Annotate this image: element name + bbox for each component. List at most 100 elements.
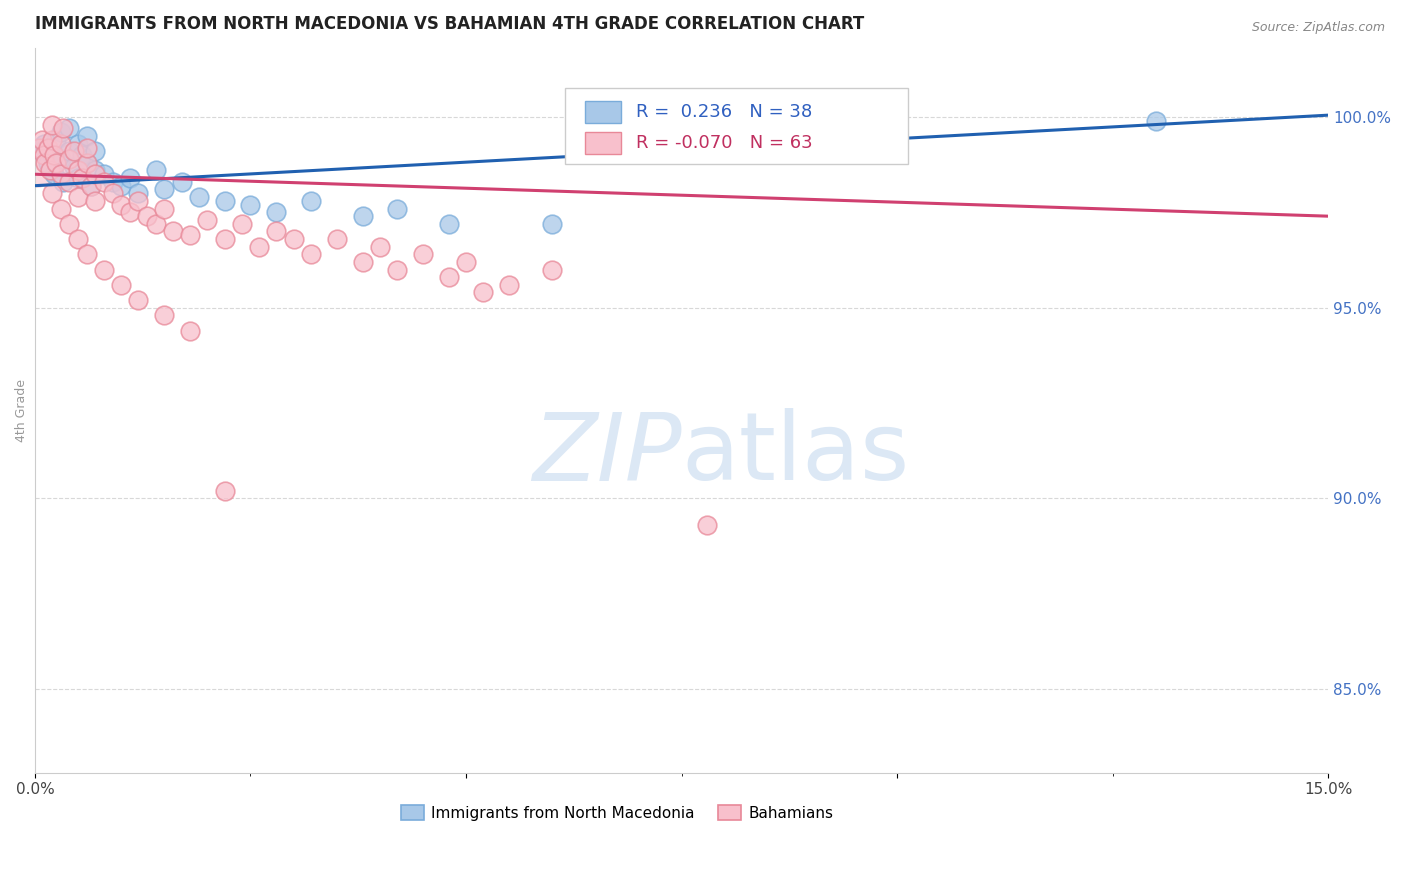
Point bbox=[498, 277, 520, 292]
Point bbox=[299, 247, 322, 261]
Point bbox=[153, 308, 176, 322]
Point bbox=[162, 224, 184, 238]
Point bbox=[45, 133, 67, 147]
Point bbox=[76, 247, 98, 261]
Point bbox=[110, 277, 132, 292]
Point bbox=[76, 156, 98, 170]
Point bbox=[214, 483, 236, 498]
Point bbox=[58, 121, 80, 136]
Point bbox=[67, 232, 90, 246]
Point bbox=[84, 167, 107, 181]
Point bbox=[110, 198, 132, 212]
Point bbox=[49, 136, 72, 151]
Text: R = -0.070   N = 63: R = -0.070 N = 63 bbox=[637, 134, 813, 152]
Point bbox=[170, 175, 193, 189]
Point bbox=[41, 186, 63, 201]
Point bbox=[145, 217, 167, 231]
Point bbox=[127, 186, 149, 201]
Point bbox=[101, 186, 124, 201]
Point bbox=[84, 163, 107, 178]
Point bbox=[325, 232, 347, 246]
Y-axis label: 4th Grade: 4th Grade bbox=[15, 379, 28, 442]
Point bbox=[299, 194, 322, 208]
Point bbox=[214, 194, 236, 208]
Point bbox=[412, 247, 434, 261]
Point bbox=[27, 158, 49, 172]
Point bbox=[42, 167, 65, 181]
Point bbox=[153, 202, 176, 216]
Text: R =  0.236   N = 38: R = 0.236 N = 38 bbox=[637, 103, 813, 121]
Point bbox=[541, 217, 564, 231]
Text: ZIP: ZIP bbox=[531, 409, 682, 500]
Point bbox=[472, 285, 495, 300]
Point bbox=[32, 136, 55, 151]
Point bbox=[195, 213, 218, 227]
Point bbox=[28, 140, 51, 154]
Point bbox=[67, 163, 90, 178]
Point bbox=[1144, 114, 1167, 128]
Point bbox=[93, 167, 115, 181]
Point bbox=[454, 255, 477, 269]
Point bbox=[179, 228, 201, 243]
Point bbox=[37, 140, 59, 154]
Point bbox=[368, 240, 391, 254]
Point bbox=[67, 171, 90, 186]
Text: IMMIGRANTS FROM NORTH MACEDONIA VS BAHAMIAN 4TH GRADE CORRELATION CHART: IMMIGRANTS FROM NORTH MACEDONIA VS BAHAM… bbox=[35, 15, 865, 33]
Point bbox=[101, 175, 124, 189]
Point bbox=[110, 178, 132, 193]
Point bbox=[118, 205, 141, 219]
Point bbox=[49, 167, 72, 181]
FancyBboxPatch shape bbox=[585, 132, 621, 153]
Point bbox=[239, 198, 262, 212]
Point bbox=[93, 262, 115, 277]
Point bbox=[67, 190, 90, 204]
Point bbox=[283, 232, 305, 246]
Point bbox=[127, 293, 149, 307]
Point bbox=[352, 255, 374, 269]
Point bbox=[58, 175, 80, 189]
Point bbox=[136, 209, 159, 223]
Point bbox=[49, 202, 72, 216]
Point bbox=[76, 156, 98, 170]
Point bbox=[214, 232, 236, 246]
Point bbox=[62, 160, 84, 174]
Point bbox=[51, 175, 73, 189]
Point bbox=[51, 121, 73, 136]
Point bbox=[49, 125, 72, 139]
Point bbox=[41, 148, 63, 162]
Point bbox=[84, 194, 107, 208]
Point bbox=[45, 156, 67, 170]
FancyBboxPatch shape bbox=[565, 88, 908, 164]
Point bbox=[145, 163, 167, 178]
Point bbox=[93, 175, 115, 189]
Text: atlas: atlas bbox=[682, 408, 910, 500]
Point bbox=[72, 171, 94, 186]
Point bbox=[80, 178, 103, 193]
Point bbox=[696, 518, 718, 533]
Point bbox=[31, 145, 53, 159]
Point bbox=[31, 133, 53, 147]
Point bbox=[153, 182, 176, 196]
Point bbox=[34, 156, 56, 170]
Point bbox=[179, 324, 201, 338]
Point bbox=[58, 145, 80, 159]
Point bbox=[76, 140, 98, 154]
Point bbox=[84, 145, 107, 159]
Point bbox=[247, 240, 270, 254]
Point bbox=[67, 136, 90, 151]
Text: Source: ZipAtlas.com: Source: ZipAtlas.com bbox=[1251, 21, 1385, 34]
Point bbox=[352, 209, 374, 223]
Point bbox=[32, 148, 55, 162]
Point bbox=[42, 148, 65, 162]
Point bbox=[80, 178, 103, 193]
Point bbox=[266, 224, 288, 238]
Point bbox=[49, 152, 72, 166]
Point bbox=[58, 152, 80, 166]
Point bbox=[58, 217, 80, 231]
Point bbox=[385, 202, 408, 216]
Point bbox=[72, 148, 94, 162]
Point bbox=[231, 217, 253, 231]
Point bbox=[37, 156, 59, 170]
Point bbox=[39, 163, 62, 178]
Point bbox=[187, 190, 209, 204]
